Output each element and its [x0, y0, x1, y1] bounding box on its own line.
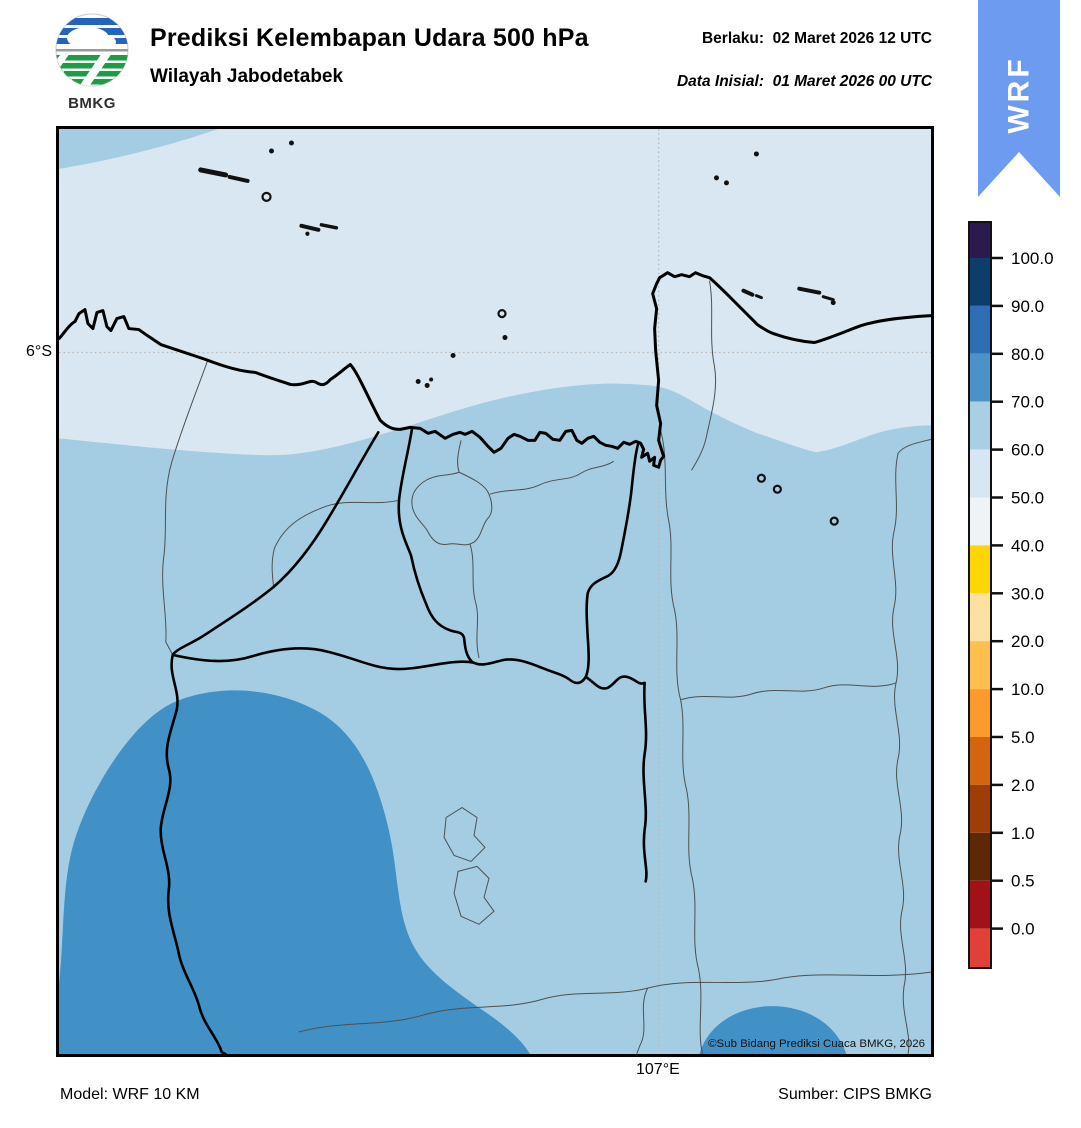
- admin-boundaries-thick: [159, 426, 648, 1054]
- contour-60-70-corner-patch: [59, 129, 218, 169]
- lake-outline: [443, 807, 486, 862]
- islands: [198, 140, 839, 526]
- jakarta-border: [397, 426, 640, 685]
- wrf-ribbon: WRF: [978, 0, 1060, 197]
- colorbar-tick-label: 60.0: [1011, 441, 1044, 460]
- province-border-south: [171, 647, 476, 671]
- lon-axis-label: 107°E: [636, 1061, 680, 1078]
- colorbar-tick-label: 5.0: [1011, 728, 1035, 747]
- colorbar-segment: [969, 305, 991, 354]
- colorbar-tick-label: 2.0: [1011, 776, 1035, 795]
- colorbar-legend: 100.0 90.0 80.0 70.0 60.0 50.0 40.0 30.0 20.0 10.…: [968, 221, 1054, 969]
- contour-70-80-blob: [59, 690, 530, 1054]
- map-panel: ©Sub Bidang Prediksi Cuaca BMKG, 2026: [56, 126, 934, 1057]
- colorbar-segment: [969, 784, 991, 833]
- colorbar-segment: [969, 689, 991, 737]
- colorbar-tick-label: 20.0: [1011, 632, 1044, 651]
- lake-outline: [453, 865, 495, 925]
- colorbar-segment: [969, 832, 991, 881]
- init-time-label: Data Inisial: 01 Maret 2026 00 UTC: [676, 73, 932, 90]
- colorbar-segment: [969, 449, 991, 498]
- colorbar-segment: [969, 928, 991, 968]
- page-title: Prediksi Kelembapan Udara 500 hPa: [150, 24, 589, 52]
- colorbar-tick-label: 1.0: [1011, 824, 1035, 843]
- colorbar-tick-label: 80.0: [1011, 345, 1044, 364]
- colorbar-segment: [969, 222, 991, 258]
- colorbar-tick-label: 0.5: [1011, 872, 1035, 891]
- colorbar-tick-label: 50.0: [1011, 489, 1044, 508]
- colorbar-tick-label: 30.0: [1011, 584, 1044, 603]
- colorbar-segment: [969, 497, 991, 546]
- colorbar-tick-label: 10.0: [1011, 680, 1044, 699]
- page-subtitle: Wilayah Jabodetabek: [150, 66, 344, 87]
- contour-70-80-blob-small: [699, 1006, 847, 1054]
- bmkg-logo-label: BMKG: [68, 95, 116, 112]
- colorbar-tick-label: 0.0: [1011, 920, 1035, 939]
- colorbar-segment: [969, 353, 991, 402]
- gridlines: [59, 129, 931, 1054]
- colorbar-tick-label: 100.0: [1011, 249, 1054, 268]
- map-canvas: ©Sub Bidang Prediksi Cuaca BMKG, 2026: [59, 129, 931, 1054]
- bmkg-logo: BMKG: [52, 12, 132, 112]
- source-label: Sumber: CIPS BMKG: [778, 1086, 932, 1103]
- bmkg-logo-icon: [55, 13, 129, 87]
- model-label: Model: WRF 10 KM: [60, 1086, 200, 1103]
- wrf-ribbon-label: WRF: [1003, 56, 1036, 133]
- colorbar-segment: [969, 737, 991, 785]
- province-border-west: [159, 431, 380, 1054]
- contour-50-60-band: [59, 129, 931, 456]
- admin-boundaries-thin: [162, 280, 931, 1054]
- colorbar-tick-label: 70.0: [1011, 393, 1044, 412]
- valid-time-label: Berlaku: 02 Maret 2026 12 UTC: [701, 30, 932, 47]
- map-copyright: ©Sub Bidang Prediksi Cuaca BMKG, 2026: [708, 1038, 925, 1050]
- border-southeast: [584, 675, 648, 883]
- colorbar-segment: [969, 880, 991, 929]
- colorbar-tick-label: 90.0: [1011, 297, 1044, 316]
- coastline: [59, 271, 931, 469]
- colorbar-segment: [969, 258, 991, 306]
- lat-axis-label: 6°S: [26, 343, 52, 360]
- colorbar-border: [968, 221, 992, 969]
- colorbar-segment: [969, 593, 991, 642]
- colorbar-segment: [969, 545, 991, 594]
- wrf-ribbon-shape: [978, 0, 1060, 197]
- colorbar-tick-label: 40.0: [1011, 536, 1044, 555]
- colorbar-segment: [969, 401, 991, 450]
- colorbar-segment: [969, 641, 991, 690]
